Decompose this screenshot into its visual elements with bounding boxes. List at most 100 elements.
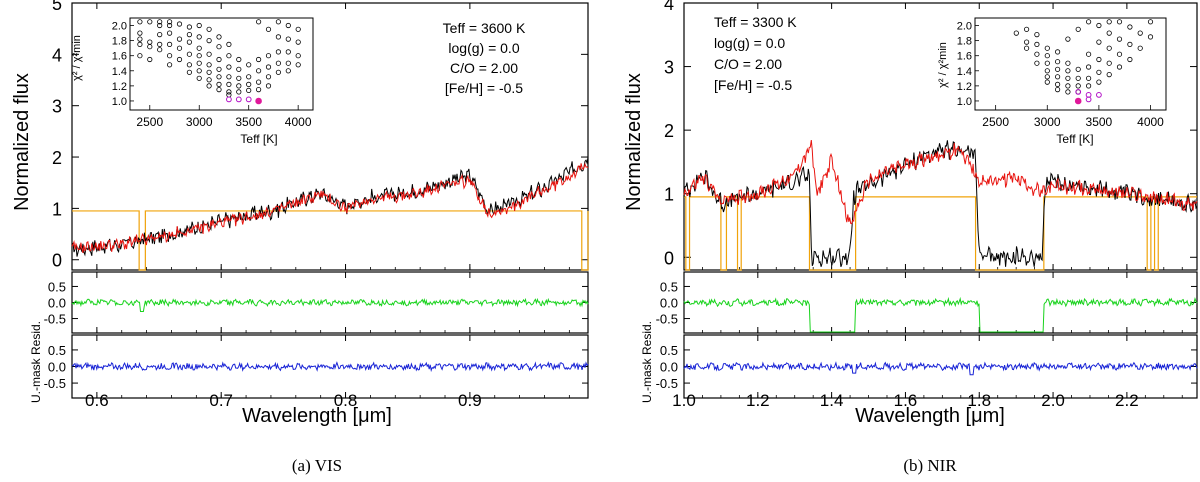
vis-inset-point [167, 62, 173, 68]
vis-inset-point [157, 41, 163, 48]
vis-figure: Normalized flux U.-mask Resid. Wavelengt… [11, 0, 589, 475]
vis-xtick-label: 0.7 [209, 391, 233, 410]
nir-inset-point [1065, 75, 1071, 81]
vis-inset-xlabel: Teff [K] [240, 132, 277, 146]
nir-inset-point [1044, 45, 1050, 51]
vis-inset-labels: Teff [K] χ² / χ²min [71, 35, 278, 146]
vis-inset-point [226, 41, 232, 48]
nir-inset-xtick-label: 3500 [1086, 115, 1113, 129]
nir-xlabel: Wavelength [μm] [855, 405, 1005, 427]
vis-resid-ytick-label: -0.5 [44, 312, 66, 327]
nir-inset-point [1106, 45, 1112, 51]
vis-inset-point [295, 62, 301, 68]
nir-masked-residual [683, 296, 1198, 333]
vis-inset-ytick-label: 1.8 [112, 36, 127, 48]
vis-inset-ytick-label: 1.4 [112, 66, 127, 78]
vis-main-ytick-label: 3 [52, 97, 62, 117]
vis-inset-point [226, 89, 232, 95]
vis-inset-ylabel: χ² / χ²min [71, 35, 83, 81]
nir-inset-point [1096, 22, 1102, 29]
vis-model-spectrum [71, 162, 589, 254]
nir-inset-point [1096, 56, 1102, 63]
vis-inset-point [216, 44, 222, 50]
vis-inset-point-near-best [245, 96, 252, 103]
vis-inset-point [265, 26, 272, 32]
vis-inset-ytick-label: 1.6 [112, 51, 127, 63]
vis-xtick-label: 0.8 [334, 391, 358, 410]
vis-inset-point [186, 62, 192, 68]
vis-inset-point [196, 60, 202, 66]
vis-inset-point [196, 75, 202, 81]
vis-inset-point [196, 22, 202, 29]
nir-inset-point-near-best [1075, 89, 1082, 95]
vis-inset-point [167, 53, 173, 59]
vis-inset-point [236, 66, 242, 72]
vis-inset-point [186, 51, 192, 57]
nir-main-ylabel: Normalized flux [623, 73, 645, 211]
nir-inset-best-point [1074, 97, 1082, 105]
vis-main-ytick-label: 1 [52, 199, 62, 219]
vis-inset-point [206, 77, 212, 83]
nir-inset-xtick-label: 3000 [1034, 115, 1061, 129]
vis-inset-ytick-label: 2.0 [112, 21, 127, 33]
vis-xtick-label: 0.9 [458, 391, 482, 410]
nir-inset-point [1137, 45, 1143, 51]
nir-inset-ytick-label: 1.8 [957, 36, 972, 48]
vis-inset-point [255, 19, 262, 25]
vis-inset-point [216, 66, 222, 72]
nir-xtick-label: 2.2 [1115, 391, 1139, 410]
nir-inset-ytick-label: 1.0 [957, 96, 972, 108]
vis-inset-point [137, 36, 143, 42]
vis-param-co: C/O = 2.00 [450, 60, 518, 76]
vis-inset-point [157, 47, 163, 53]
vis-main-frame [71, 2, 589, 271]
vis-param-teff: Teff = 3600 K [443, 20, 526, 36]
nir-inset-point-near-best [1085, 96, 1092, 103]
vis-inset-point [216, 81, 222, 88]
vis-inset-point [167, 22, 173, 29]
nir-caption: (b) NIR [903, 456, 957, 475]
nir-inset-point [1106, 19, 1112, 25]
nir-inset-point [1127, 41, 1133, 48]
vis-inset-point-near-best [226, 96, 232, 103]
nir-resid-ytick-label: 0.0 [660, 296, 678, 311]
vis-main-ytick-label: 0 [52, 251, 62, 271]
vis-inset-point [295, 39, 301, 45]
vis-inset-point [206, 62, 212, 68]
vis-mask-line [72, 210, 589, 271]
nir-inset-ylabel: χ² / χ²min [937, 42, 949, 88]
vis-inset-point [176, 21, 183, 27]
vis-inset-point [285, 49, 291, 55]
nir-inset-ytick-label: 2.0 [957, 21, 972, 33]
nir-inset-point [1086, 75, 1092, 81]
nir-inset-point [1116, 19, 1123, 25]
nir-param-feh: [Fe/H] = -0.5 [714, 77, 792, 93]
nir-param-teff: Teff = 3300 K [714, 14, 797, 30]
vis-inset-point [265, 74, 272, 80]
nir-params: Teff = 3300 K log(g) = 0.0 C/O = 2.00 [F… [714, 14, 797, 93]
nir-xtick-label: 1.6 [894, 391, 918, 410]
nir-inset-point [1147, 34, 1154, 40]
vis-inset-point [206, 51, 212, 57]
vis-resid-ytick-label: 0.5 [48, 279, 66, 294]
vis-inset-point [275, 69, 281, 75]
nir-inset-point [1096, 69, 1102, 75]
nir-inset-point [1044, 68, 1050, 74]
nir-inset-point [1055, 87, 1061, 93]
nir-inset-point [1034, 41, 1040, 48]
vis-xtick-label: 0.6 [85, 391, 109, 410]
vis-inset-point [186, 31, 192, 38]
nir-inset-point [1024, 39, 1030, 45]
nir-main-ytick-label: 1 [664, 185, 674, 205]
vis-inset-point [186, 39, 192, 45]
nir-inset-labels: Teff [K] χ² / χ²min [937, 42, 1094, 146]
nir-unmasked-residual [683, 361, 1198, 376]
vis-inset-point [167, 30, 173, 36]
nir-inset-point [1096, 79, 1102, 85]
nir-inset-point [1044, 60, 1050, 66]
vis-resid-ytick-label: 0.0 [48, 296, 66, 311]
nir-inset-point [1044, 74, 1050, 80]
vis-main-ytick-label: 5 [52, 0, 62, 14]
vis-inset-point [167, 19, 173, 25]
nir-resid-ytick-label: 0.5 [660, 343, 678, 358]
